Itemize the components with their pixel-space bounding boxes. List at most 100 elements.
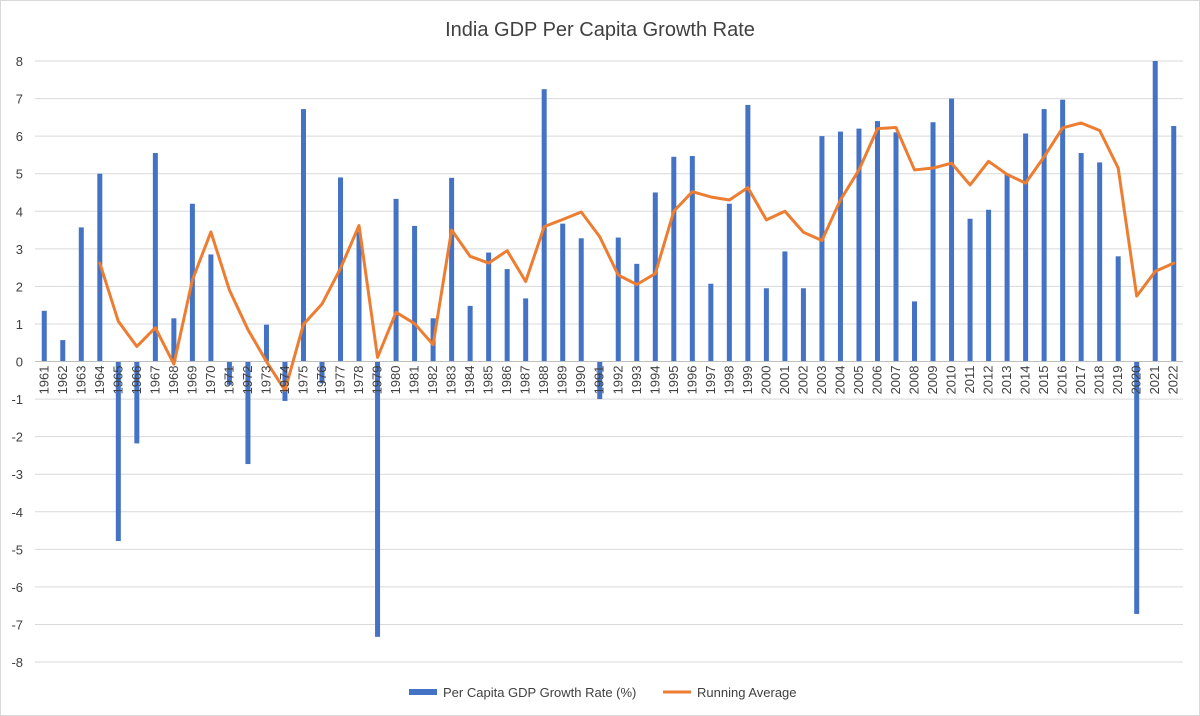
bar	[356, 231, 362, 362]
bar	[949, 98, 955, 362]
x-tick-label: 1982	[425, 366, 440, 395]
bar	[115, 361, 121, 542]
x-tick-label: 2000	[758, 366, 773, 395]
bar	[893, 132, 899, 362]
x-tick-label: 1968	[166, 366, 181, 395]
bar	[930, 122, 936, 362]
bar	[171, 318, 177, 362]
x-tick-label: 2016	[1055, 366, 1070, 395]
x-tick-label: 1966	[129, 366, 144, 395]
x-tick-label: 2008	[907, 366, 922, 395]
bar	[912, 301, 918, 362]
y-axis-tick-labels: -8 -7 -6 -5 -4 -3 -2 -1 0 1 2 3 4 5 6 7 8	[11, 54, 23, 670]
bar	[1134, 361, 1140, 614]
bar	[134, 361, 140, 444]
bar	[467, 305, 473, 362]
bar	[78, 227, 84, 362]
x-tick-label: 1967	[147, 366, 162, 395]
x-tick-label: 2017	[1073, 366, 1088, 395]
legend-bar-swatch	[409, 689, 437, 695]
x-tick-label: 1996	[684, 366, 699, 395]
x-tick-label: 1986	[499, 365, 514, 394]
x-tick-label: 2020	[1129, 366, 1144, 395]
x-tick-label: 2006	[869, 366, 884, 395]
x-tick-label: 2003	[814, 366, 829, 395]
bar	[263, 324, 269, 362]
x-tick-label: 2018	[1092, 366, 1107, 395]
gridlines	[35, 60, 1183, 663]
x-tick-label: 1979	[370, 366, 385, 395]
x-axis-tick-labels: 1961 1962 1963 1964 1965 1966 1967 1968 1969 1970…	[36, 365, 1180, 394]
bar	[1171, 125, 1177, 362]
bar	[208, 254, 214, 362]
x-tick-label: 1974	[277, 366, 292, 395]
bar	[763, 288, 769, 362]
x-tick-label: 1973	[258, 366, 273, 395]
x-tick-label: 1971	[221, 366, 236, 395]
y-tick-label: -1	[11, 392, 23, 407]
y-tick-label: -8	[11, 655, 23, 670]
x-tick-label: 1976	[314, 366, 329, 395]
x-tick-label: 2010	[944, 366, 959, 395]
x-tick-label: 1985	[481, 365, 496, 394]
bar	[504, 269, 510, 362]
bar	[486, 252, 492, 362]
bar	[282, 361, 288, 401]
bar	[800, 288, 806, 362]
legend-line-label: Running Average	[697, 685, 797, 700]
y-tick-label: 8	[16, 54, 23, 69]
y-tick-label: 2	[16, 279, 23, 294]
bar	[60, 340, 66, 362]
bar	[578, 238, 584, 362]
bar	[819, 136, 825, 362]
x-tick-label: 1980	[388, 366, 403, 395]
bar	[560, 223, 566, 362]
y-tick-label: -5	[11, 542, 23, 557]
bar	[319, 361, 325, 384]
x-tick-label: 1990	[573, 366, 588, 395]
x-tick-label: 2002	[795, 366, 810, 395]
y-tick-label: 0	[16, 355, 23, 370]
x-tick-label: 1995	[666, 366, 681, 395]
legend-bar-label: Per Capita GDP Growth Rate (%)	[443, 685, 636, 700]
x-tick-label: 1962	[55, 366, 70, 395]
x-tick-label: 1983	[444, 366, 459, 395]
bar	[375, 361, 381, 637]
x-tick-label: 1961	[36, 366, 51, 395]
x-tick-label: 1989	[555, 366, 570, 395]
bar	[1078, 153, 1084, 362]
x-tick-label: 2007	[888, 366, 903, 395]
bar	[300, 109, 306, 362]
bar	[597, 361, 603, 400]
y-tick-label: 1	[16, 317, 23, 332]
x-tick-label: 1984	[462, 366, 477, 395]
bar	[837, 131, 843, 362]
x-tick-label: 1972	[240, 366, 255, 395]
x-tick-label: 1998	[721, 366, 736, 395]
x-tick-label: 1965	[110, 366, 125, 395]
line-series	[98, 121, 1176, 392]
x-tick-label: 1963	[73, 366, 88, 395]
bar-series	[41, 61, 1177, 637]
bar	[1060, 99, 1066, 362]
bar	[708, 283, 714, 362]
x-tick-label: 1970	[203, 366, 218, 395]
y-tick-label: 5	[16, 167, 23, 182]
legend: Per Capita GDP Growth Rate (%) Running A…	[409, 685, 797, 700]
y-tick-label: -2	[11, 430, 23, 445]
running-average-line	[98, 121, 1176, 392]
x-tick-label: 2011	[962, 366, 977, 394]
bar	[986, 209, 992, 362]
bar	[1041, 109, 1047, 362]
x-tick-label: 1978	[351, 366, 366, 395]
x-tick-label: 1999	[740, 366, 755, 395]
y-tick-label: -3	[11, 467, 23, 482]
x-tick-label: 2019	[1110, 366, 1125, 395]
bar	[226, 361, 232, 385]
x-tick-label: 1997	[703, 366, 718, 395]
x-tick-label: 2012	[981, 366, 996, 395]
bar	[615, 237, 621, 362]
y-tick-label: -4	[11, 505, 23, 520]
bar	[689, 156, 695, 362]
